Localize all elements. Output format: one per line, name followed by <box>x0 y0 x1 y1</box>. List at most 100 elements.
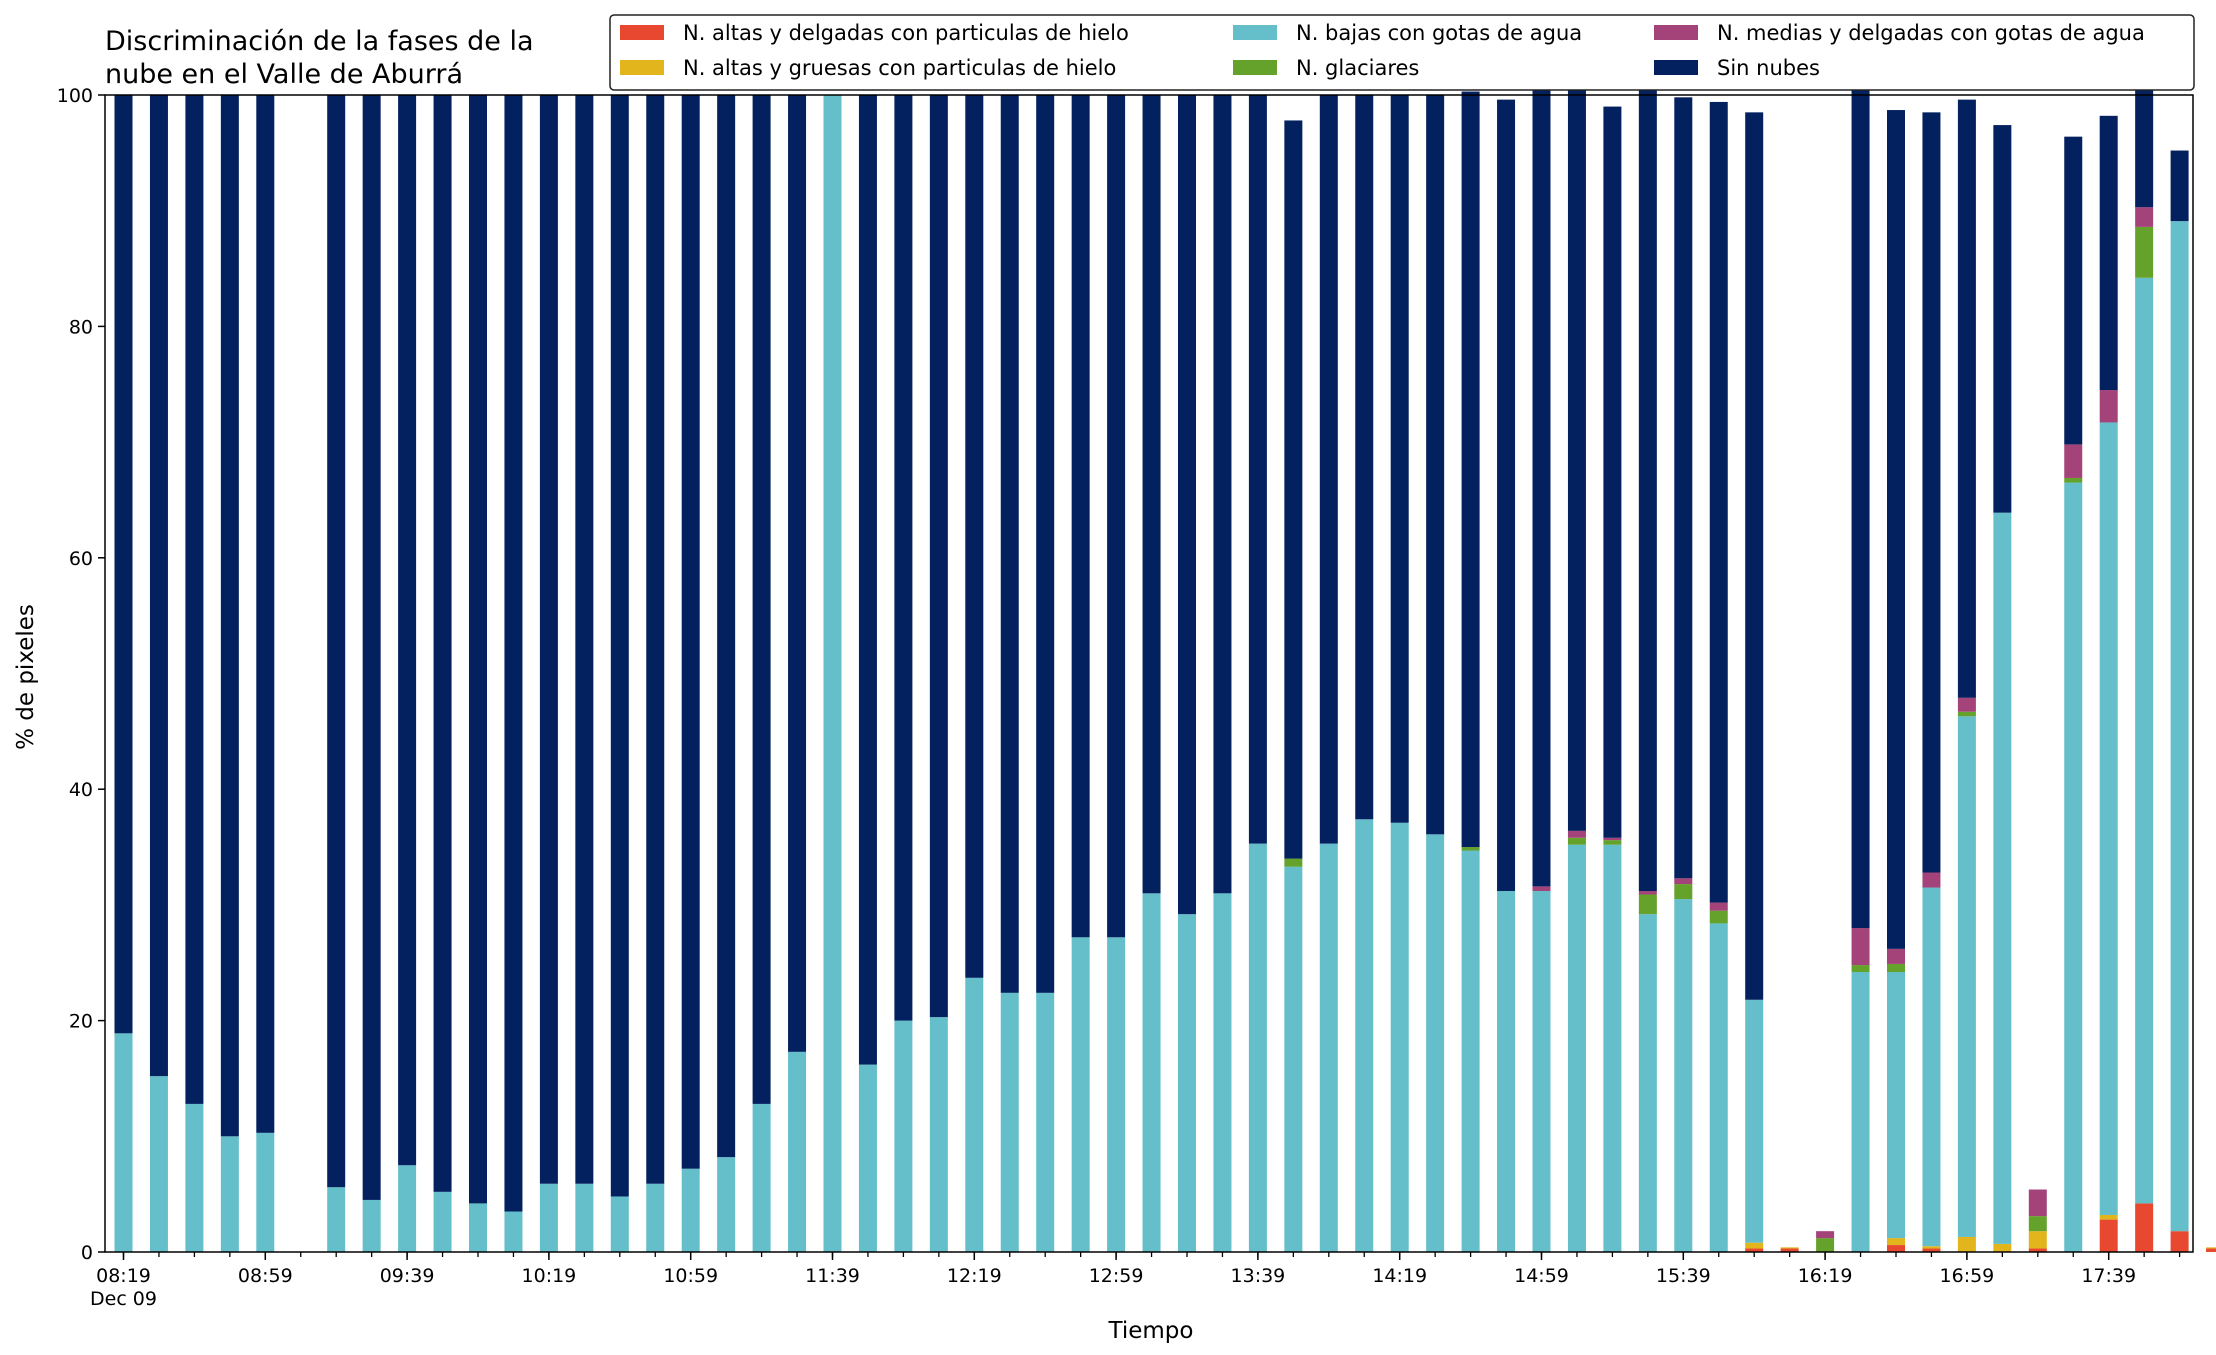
bar-segment-s5-58 <box>2170 150 2189 222</box>
bar-segment-s2-26 <box>1036 992 1055 1252</box>
bar-segment-s2-10 <box>469 1203 487 1252</box>
bar-segment-s2-25 <box>1000 992 1019 1252</box>
bar-segment-s4-55 <box>2064 444 2083 478</box>
bar-segment-s2-46 <box>1745 999 1764 1243</box>
bar-segment-s1-59 <box>2206 1247 2216 1249</box>
bar-segment-s5-2 <box>185 95 204 1104</box>
bar-segment-s2-7 <box>362 1199 381 1252</box>
bar-segment-s2-21 <box>858 1064 877 1252</box>
bar-segment-s5-27 <box>1071 95 1090 938</box>
bar-segment-s3-43 <box>1638 894 1657 915</box>
bar-segment-s2-18 <box>752 1103 771 1252</box>
bar-segment-s1-46 <box>1745 1242 1764 1249</box>
bar-segment-s2-35 <box>1355 819 1374 1252</box>
bar-segment-s1-56 <box>2099 1214 2118 1220</box>
bar-segment-s3-57 <box>2135 226 2154 278</box>
bar-segment-s0-56 <box>2099 1219 2118 1252</box>
bar-segment-s3-45 <box>1709 910 1728 924</box>
bar-segment-s5-16 <box>681 95 700 1169</box>
bar-segment-s2-2 <box>185 1103 204 1252</box>
bar-segment-s3-50 <box>1887 963 1905 973</box>
bar-segment-s2-33 <box>1284 866 1303 1252</box>
bar-segment-s4-56 <box>2099 390 2118 423</box>
x-tick-label: 16:59 <box>1940 1265 1995 1287</box>
legend-label: N. glaciares <box>1296 56 1419 80</box>
x-tick-label: 10:19 <box>522 1265 577 1287</box>
bar-segment-s5-17 <box>717 95 736 1158</box>
bar-segment-s5-44 <box>1674 97 1693 879</box>
bar-segment-s2-30 <box>1178 914 1196 1252</box>
bar-segment-s2-13 <box>575 1183 594 1252</box>
bar-segment-s5-28 <box>1107 95 1126 938</box>
bar-segment-s2-6 <box>327 1187 346 1252</box>
bar-segment-s4-44 <box>1674 878 1693 885</box>
bar-segment-s4-40 <box>1532 886 1551 892</box>
bar-segment-s5-34 <box>1319 95 1338 844</box>
bar-segment-s0-47 <box>1780 1248 1799 1252</box>
bar-segment-s5-40 <box>1532 90 1551 887</box>
bar-segment-s3-52 <box>1957 711 1976 717</box>
x-date-label: Dec 09 <box>90 1288 157 1310</box>
bar-segment-s2-1 <box>149 1076 168 1252</box>
legend-swatch-1 <box>620 60 664 75</box>
bar-segment-s1-51 <box>1922 1246 1941 1249</box>
bar-segment-s5-10 <box>469 95 487 1204</box>
bar-segment-s0-50 <box>1887 1245 1905 1252</box>
bar-segment-s2-14 <box>610 1196 629 1252</box>
bar-segment-s2-57 <box>2135 277 2154 1204</box>
bar-segment-s5-50 <box>1887 110 1905 949</box>
bar-segment-s0-58 <box>2170 1231 2189 1252</box>
bar-segment-s5-3 <box>220 95 239 1137</box>
bar-segment-s5-14 <box>610 95 629 1197</box>
bar-segment-s1-50 <box>1887 1238 1905 1246</box>
bar-segment-s2-24 <box>965 977 984 1252</box>
x-tick-label: 16:19 <box>1798 1265 1853 1287</box>
bar-segment-s2-58 <box>2170 221 2189 1232</box>
bar-segment-s5-15 <box>646 95 665 1184</box>
y-tick-label: 100 <box>57 85 93 107</box>
bar-segment-s5-12 <box>539 95 558 1184</box>
bar-segment-s5-7 <box>362 95 381 1200</box>
bar-segment-s2-39 <box>1497 891 1516 1252</box>
bar-segment-s2-19 <box>788 1051 807 1252</box>
bars <box>114 29 2216 1253</box>
legend-label: N. altas y delgadas con particulas de hi… <box>683 21 1129 45</box>
bar-segment-s5-35 <box>1355 95 1374 820</box>
bar-segment-s2-3 <box>220 1136 239 1252</box>
legend-swatch-4 <box>1654 25 1698 40</box>
bar-segment-s5-6 <box>327 95 346 1188</box>
legend-label: N. altas y gruesas con particulas de hie… <box>683 56 1116 80</box>
bar-segment-s5-56 <box>2099 115 2118 391</box>
bar-segment-s2-20 <box>823 95 842 1252</box>
bar-segment-s5-43 <box>1638 74 1657 892</box>
bar-segment-s3-38 <box>1461 847 1480 851</box>
x-tick-label: 14:19 <box>1372 1265 1427 1287</box>
bar-segment-s2-16 <box>681 1168 700 1252</box>
x-tick-label: 09:39 <box>380 1265 435 1287</box>
bar-segment-s5-46 <box>1745 112 1764 1000</box>
chart-title-line-1: Discriminación de la fases de la <box>105 26 534 57</box>
x-tick-label: 15:39 <box>1656 1265 1711 1287</box>
bar-segment-s2-38 <box>1461 850 1480 1252</box>
bar-segment-s2-11 <box>504 1211 523 1252</box>
bar-segment-s1-54 <box>2028 1231 2047 1249</box>
bar-segment-s5-39 <box>1497 99 1516 892</box>
y-tick-label: 20 <box>69 1011 93 1033</box>
y-tick-label: 40 <box>69 779 93 801</box>
bar-segment-s2-31 <box>1213 893 1232 1252</box>
bar-segment-s4-45 <box>1709 902 1728 911</box>
legend-swatch-0 <box>620 25 664 40</box>
bar-segment-s5-36 <box>1390 95 1409 823</box>
bar-segment-s2-56 <box>2099 422 2118 1215</box>
legend-label: Sin nubes <box>1717 56 1820 80</box>
x-tick-label: 10:59 <box>663 1265 718 1287</box>
x-tick-label: 12:19 <box>947 1265 1002 1287</box>
bar-segment-s0-46 <box>1745 1248 1764 1252</box>
bar-segment-s2-55 <box>2064 482 2083 1253</box>
bar-segment-s5-18 <box>752 95 771 1104</box>
bar-segment-s1-47 <box>1780 1247 1799 1249</box>
bar-segment-s4-41 <box>1567 830 1586 838</box>
legend-frame <box>609 14 2195 91</box>
bar-segment-s5-11 <box>504 95 523 1212</box>
bar-segment-s2-28 <box>1107 937 1126 1252</box>
